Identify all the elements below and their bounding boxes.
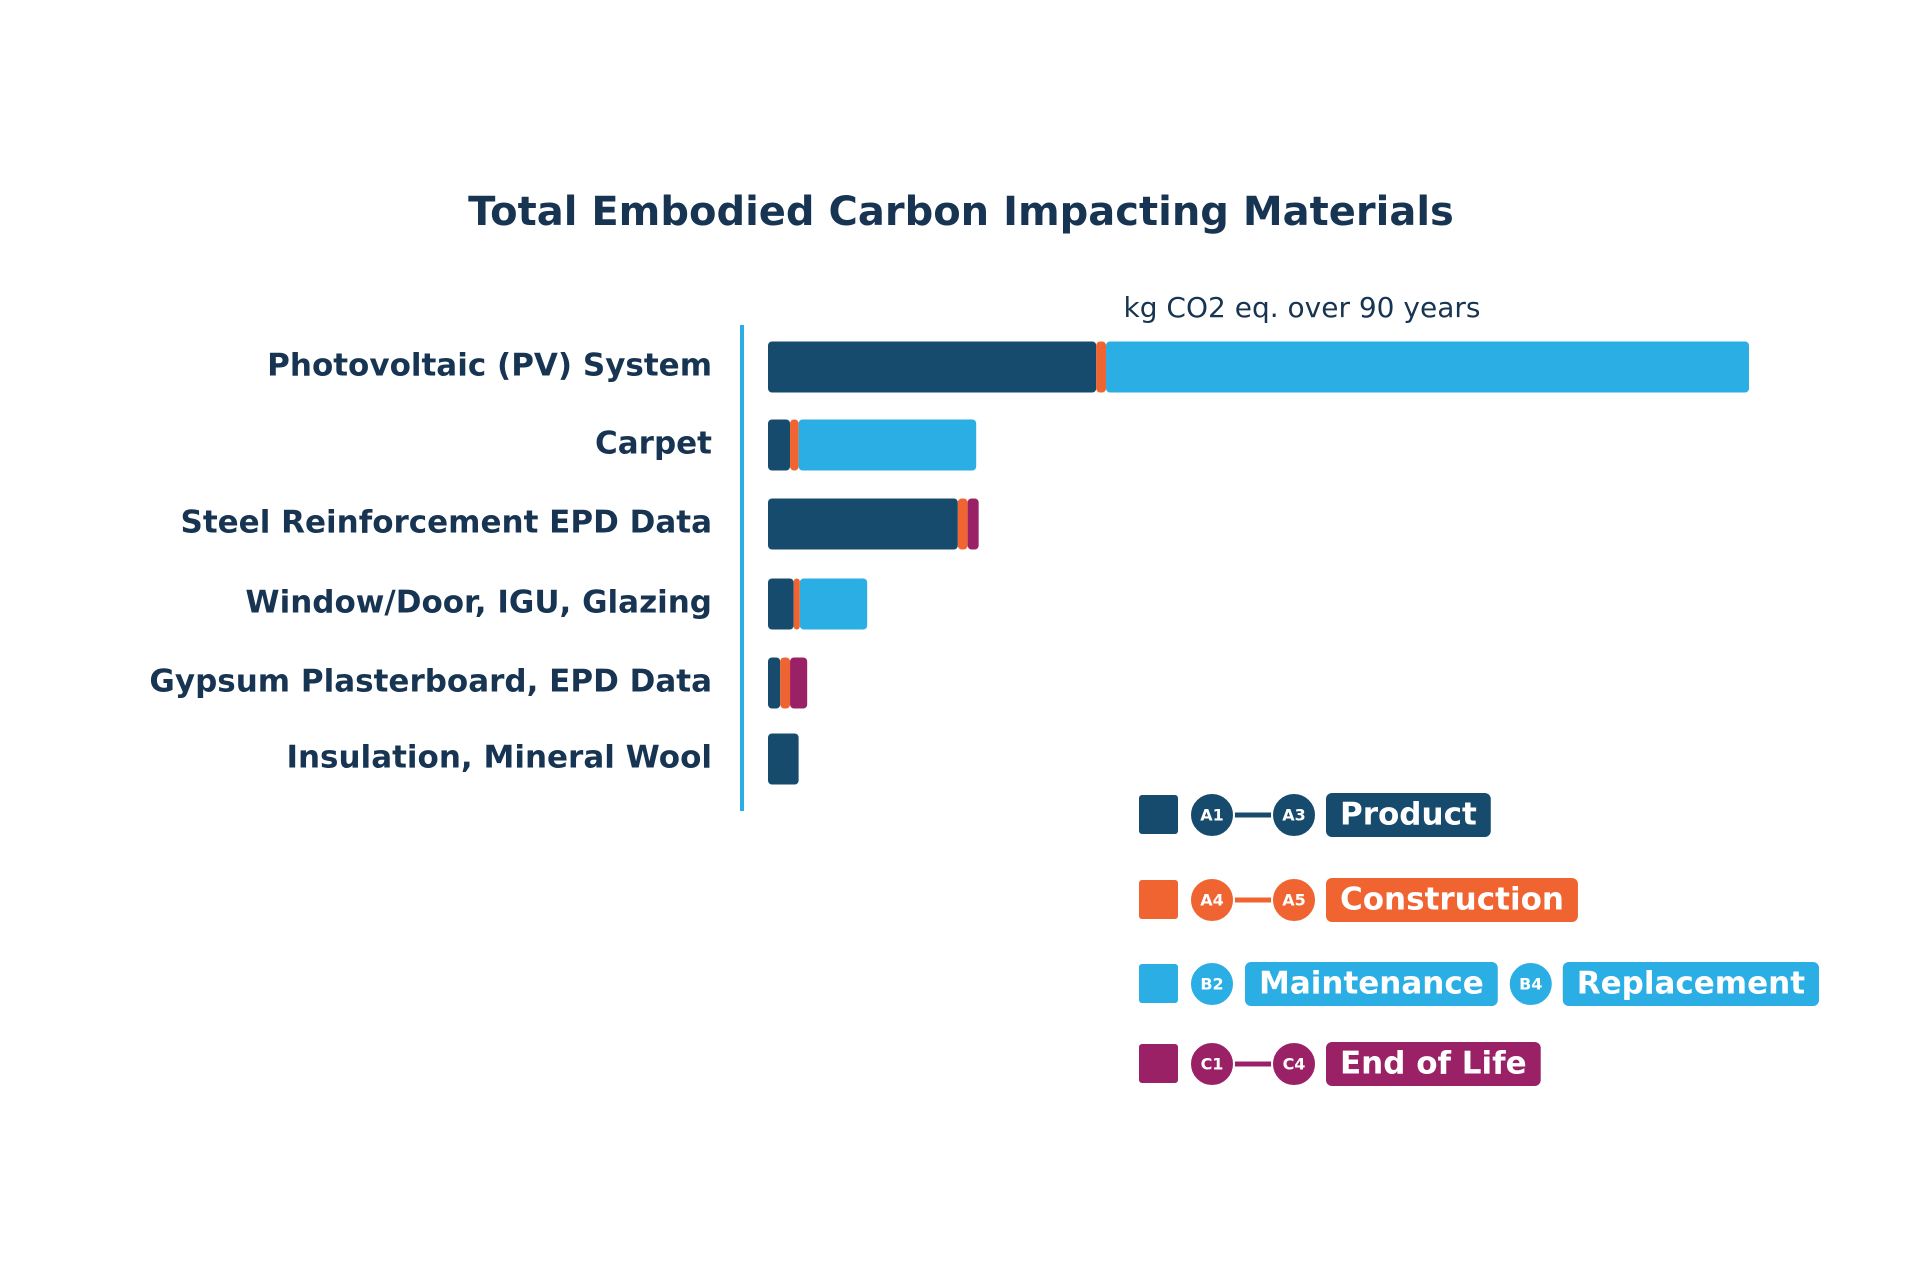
legend-code: C4	[1283, 1055, 1306, 1074]
bar-segment	[768, 341, 1097, 393]
legend-code: B4	[1519, 975, 1542, 994]
bar-segment	[790, 657, 808, 709]
legend-badge	[1271, 877, 1317, 923]
category-label: Window/Door, IGU, Glazing	[245, 585, 712, 621]
bar-segment	[957, 498, 968, 550]
legend-badge	[1189, 1041, 1235, 1087]
bar-segment	[967, 498, 979, 550]
category-label: Gypsum Plasterboard, EPD Data	[149, 664, 712, 700]
legend-swatch	[1139, 1044, 1178, 1083]
legend-code: A1	[1200, 806, 1224, 825]
category-label: Insulation, Mineral Wool	[286, 740, 712, 776]
legend-badge	[1271, 792, 1317, 838]
bar-segment	[768, 657, 781, 709]
legend-badge	[1507, 961, 1554, 1007]
bar-segment	[793, 578, 800, 630]
legend-code: A5	[1282, 891, 1306, 910]
legend-code: A3	[1282, 806, 1306, 825]
category-label: Steel Reinforcement EPD Data	[181, 505, 713, 541]
bar-segment	[798, 419, 977, 471]
legend-badge	[1189, 877, 1235, 923]
bar-segment	[768, 498, 958, 550]
legend-swatch	[1139, 964, 1178, 1003]
legend-badge	[1271, 1041, 1317, 1087]
legend-swatch	[1139, 880, 1178, 919]
legend-swatch	[1139, 795, 1178, 834]
legend-label: Replacement	[1577, 966, 1805, 1002]
legend-code: C1	[1201, 1055, 1224, 1074]
bar-segment	[780, 657, 791, 709]
legend-label: Construction	[1340, 882, 1564, 918]
chart-subtitle: kg CO2 eq. over 90 years	[1124, 291, 1481, 324]
legend-pill	[1562, 962, 1820, 1006]
bar-segment	[768, 578, 794, 630]
legend-code: B2	[1200, 975, 1223, 994]
legend-label: Product	[1340, 797, 1477, 833]
legend-badge	[1189, 961, 1235, 1007]
bar-segment	[1106, 341, 1749, 393]
legend-pill	[1326, 793, 1491, 837]
chart-title: Total Embodied Carbon Impacting Material…	[468, 189, 1454, 235]
legend-label: End of Life	[1340, 1046, 1527, 1082]
legend-pill	[1245, 962, 1498, 1006]
legend-pill	[1326, 878, 1578, 922]
bar-segment	[768, 733, 799, 785]
legend-badge	[1189, 792, 1235, 838]
category-label: Photovoltaic (PV) System	[267, 348, 712, 384]
legend-code: A4	[1200, 891, 1224, 910]
bar-segment	[768, 419, 791, 471]
bar-segment	[1096, 341, 1107, 393]
bar-segment	[799, 578, 868, 630]
category-label: Carpet	[595, 426, 712, 462]
legend-label: Maintenance	[1259, 966, 1484, 1002]
legend-pill	[1326, 1042, 1541, 1086]
bar-segment	[790, 419, 799, 471]
